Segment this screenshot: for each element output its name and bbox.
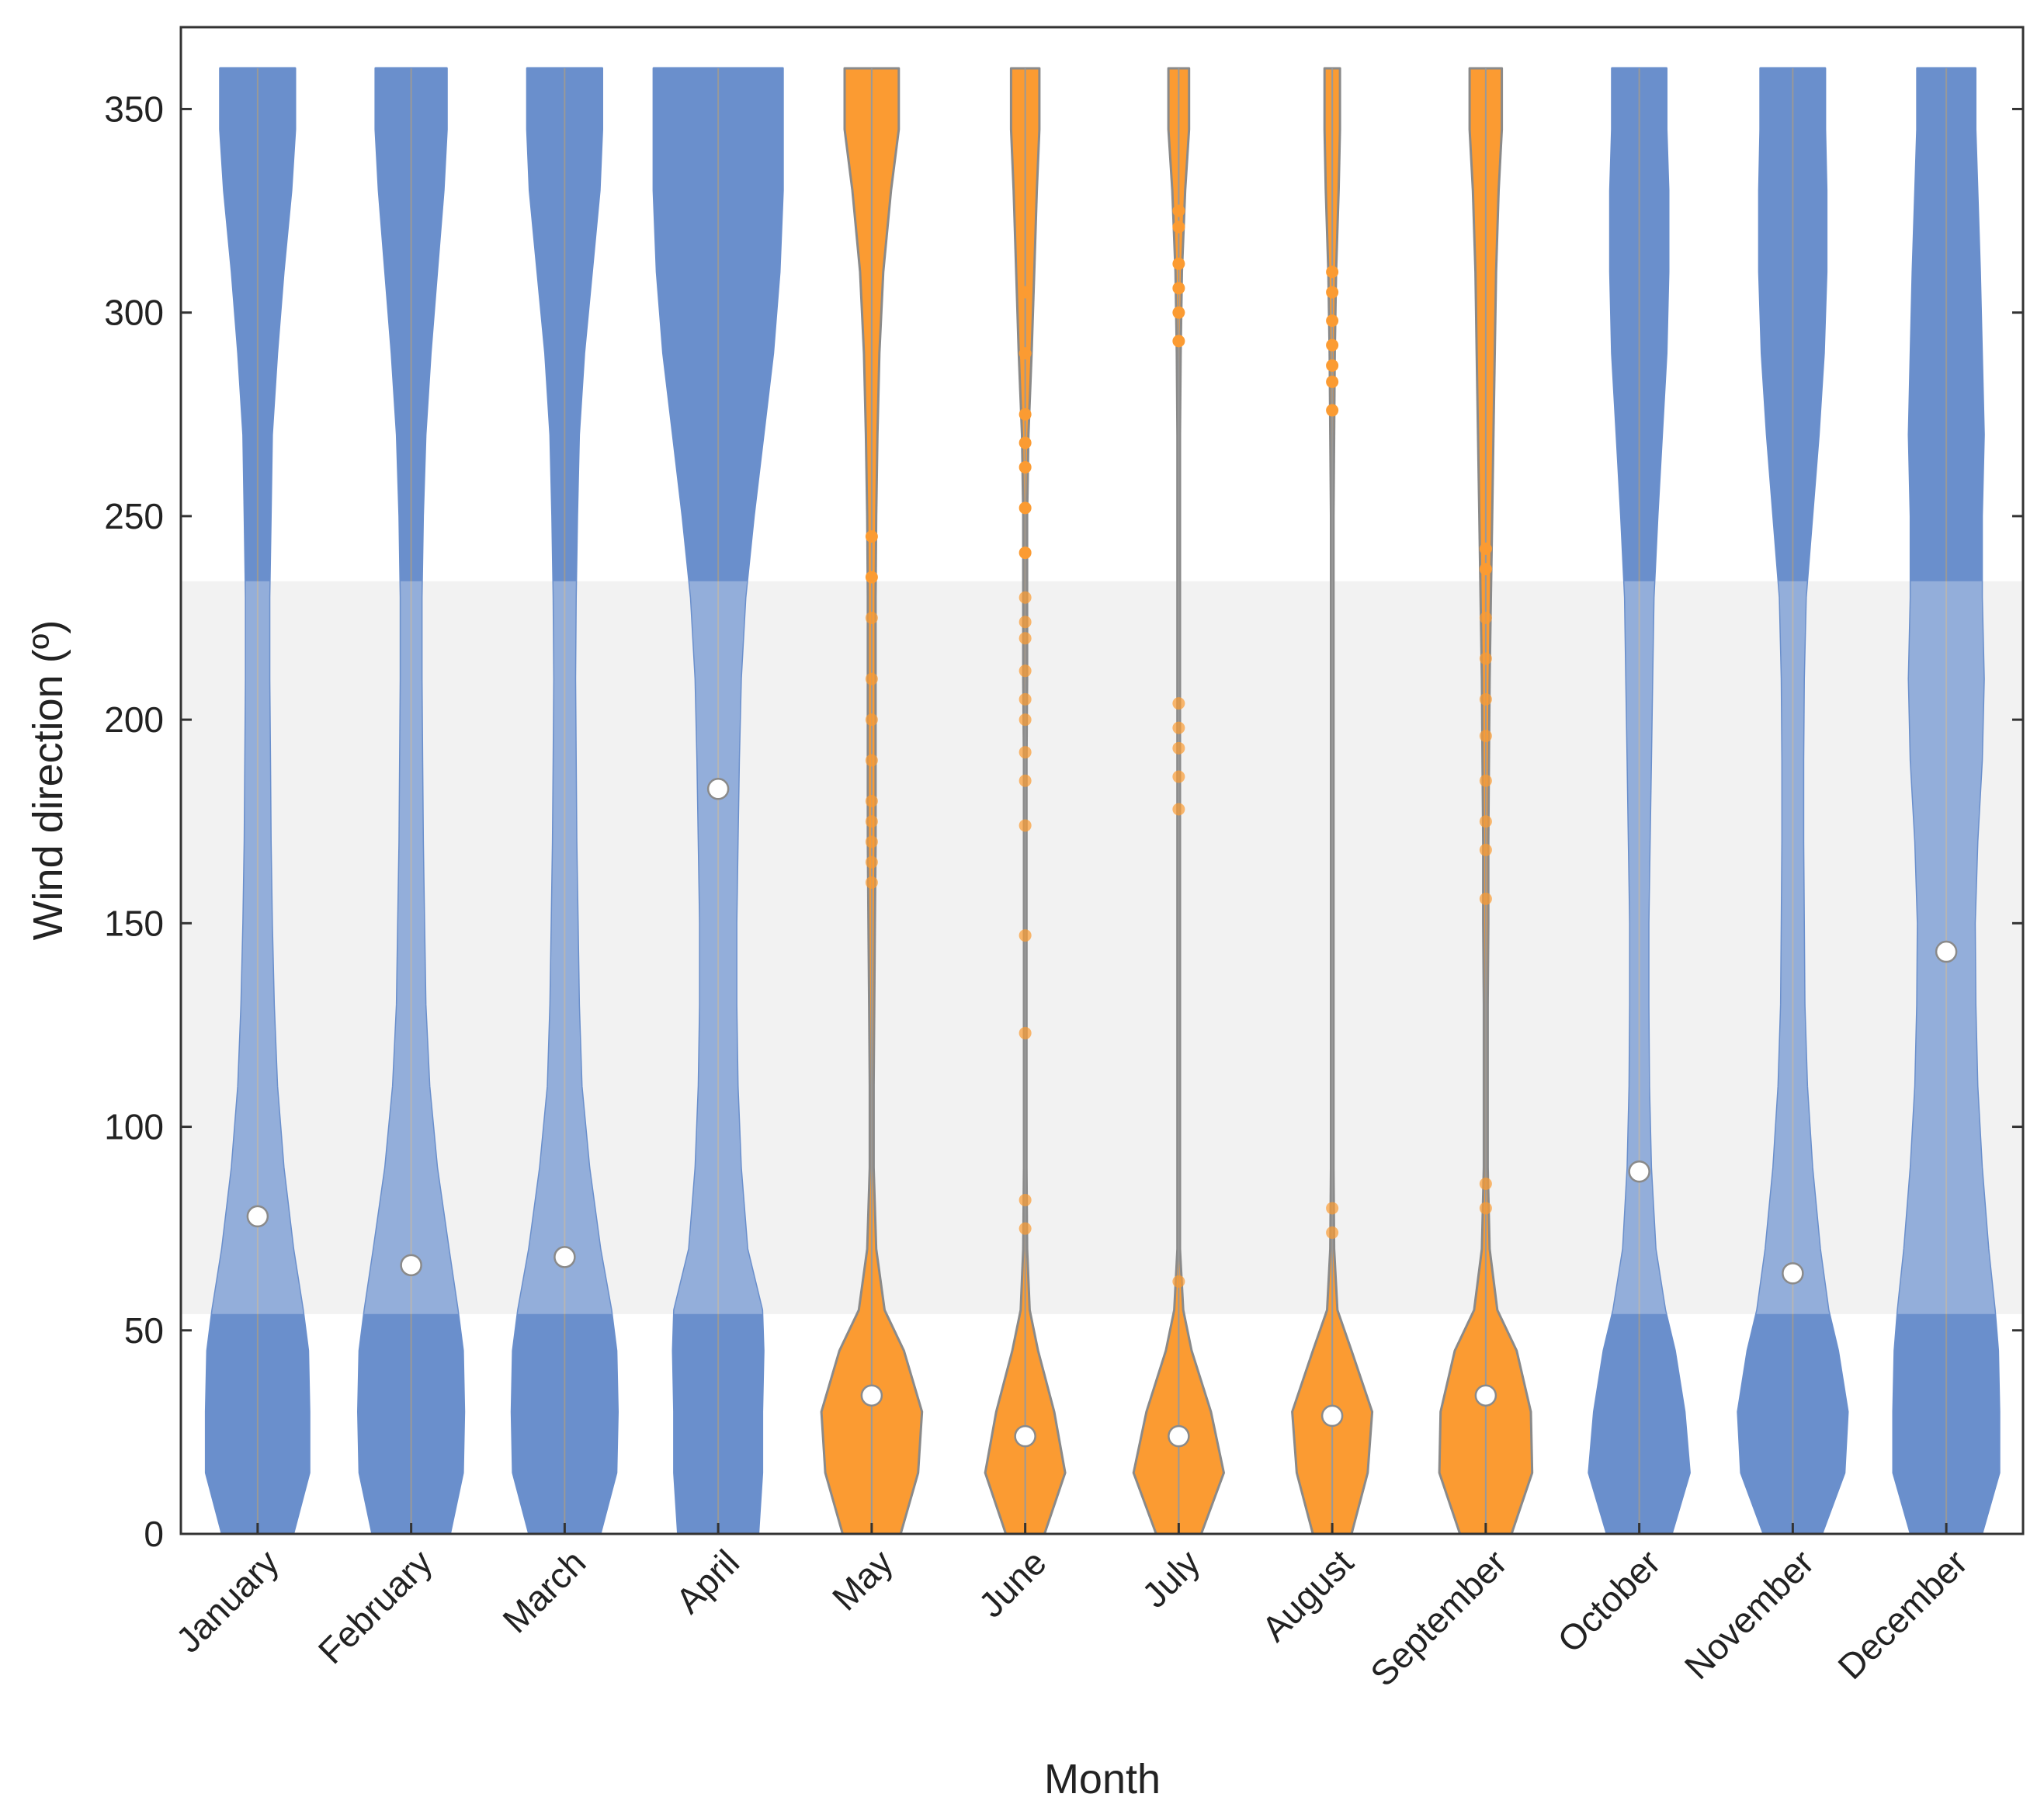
outlier-may-1 [865, 855, 878, 869]
outlier-june-12 [1019, 591, 1032, 604]
outlier-june-8 [1019, 692, 1032, 706]
median-marker-april [706, 778, 730, 800]
y-tick-label-350: 350 [104, 88, 164, 129]
outlier-june-6 [1019, 746, 1032, 759]
violin-band-overlay-october [1612, 581, 1667, 1314]
outlier-september-2 [1479, 892, 1492, 905]
violin-band-overlay-january [212, 581, 304, 1314]
outlier-june-0 [1019, 1222, 1032, 1235]
outlier-july-9 [1172, 257, 1185, 270]
outlier-may-5 [865, 754, 878, 767]
outlier-august-7 [1326, 286, 1339, 299]
outlier-june-18 [1019, 347, 1032, 360]
outlier-august-3 [1326, 375, 1339, 388]
outlier-july-5 [1172, 697, 1185, 710]
outlier-september-9 [1479, 612, 1492, 624]
outlier-june-11 [1019, 616, 1032, 629]
outlier-june-9 [1019, 664, 1032, 678]
outlier-september-4 [1479, 815, 1492, 828]
outlier-may-9 [865, 571, 878, 584]
outlier-june-17 [1019, 408, 1032, 421]
violin-band-overlay-february [364, 581, 459, 1314]
y-tick-label-0: 0 [144, 1514, 164, 1554]
shaded-band [181, 581, 2023, 1314]
outlier-july-10 [1172, 220, 1185, 234]
outlier-september-0 [1479, 1202, 1492, 1215]
outlier-may-10 [865, 530, 878, 543]
outlier-june-14 [1019, 501, 1032, 515]
y-tick-label-150: 150 [104, 903, 164, 943]
median-marker-june [1014, 1424, 1036, 1448]
y-tick-label-50: 50 [124, 1310, 164, 1351]
outlier-july-3 [1172, 741, 1185, 755]
median-marker-february [400, 1254, 422, 1277]
outlier-september-1 [1479, 1177, 1492, 1190]
outlier-july-1 [1172, 803, 1185, 816]
outlier-august-2 [1326, 404, 1339, 417]
y-tick-label-200: 200 [104, 699, 164, 740]
outlier-july-11 [1172, 204, 1185, 217]
outlier-september-6 [1479, 730, 1492, 743]
outlier-august-1 [1326, 1202, 1339, 1215]
outlier-may-2 [865, 835, 878, 848]
outlier-july-7 [1172, 306, 1185, 319]
outlier-may-7 [865, 672, 878, 685]
outlier-may-8 [865, 612, 878, 624]
median-marker-july [1168, 1424, 1190, 1448]
y-tick-label-250: 250 [104, 496, 164, 536]
outlier-august-8 [1326, 265, 1339, 279]
outlier-june-15 [1019, 460, 1032, 474]
outlier-august-4 [1326, 359, 1339, 372]
median-marker-january [246, 1205, 269, 1228]
outlier-may-3 [865, 815, 878, 828]
outlier-june-4 [1019, 819, 1032, 832]
outlier-june-16 [1019, 436, 1032, 449]
y-tick-label-300: 300 [104, 293, 164, 333]
outlier-may-0 [865, 876, 878, 889]
median-marker-september [1474, 1384, 1497, 1407]
outlier-july-6 [1172, 335, 1185, 348]
outlier-september-11 [1479, 542, 1492, 555]
outlier-september-8 [1479, 652, 1492, 665]
outlier-may-4 [865, 795, 878, 807]
outlier-august-6 [1326, 314, 1339, 328]
outlier-june-3 [1019, 929, 1032, 942]
violin-band-overlay-march [517, 581, 612, 1314]
y-axis-title: Wind direction (º) [25, 620, 71, 941]
outlier-september-7 [1479, 692, 1492, 706]
outlier-june-5 [1019, 774, 1032, 787]
plot-frame [179, 26, 2025, 1535]
outlier-may-6 [865, 713, 878, 727]
median-marker-may [860, 1384, 883, 1407]
outlier-august-5 [1326, 338, 1339, 352]
outlier-july-0 [1172, 1275, 1185, 1288]
outlier-september-10 [1479, 563, 1492, 576]
outlier-july-4 [1172, 721, 1185, 734]
outlier-june-19 [1019, 286, 1032, 299]
violin-band-overlay-november [1756, 581, 1830, 1314]
outlier-june-10 [1019, 632, 1032, 645]
outlier-august-0 [1326, 1226, 1339, 1239]
outlier-june-2 [1019, 1026, 1032, 1039]
median-marker-march [554, 1246, 576, 1268]
median-marker-august [1320, 1404, 1344, 1428]
y-tick-label-100: 100 [104, 1107, 164, 1147]
outlier-september-5 [1479, 774, 1492, 787]
median-marker-october [1628, 1160, 1650, 1183]
outlier-june-13 [1019, 546, 1032, 560]
median-marker-november [1782, 1262, 1804, 1285]
outlier-june-7 [1019, 713, 1032, 727]
x-axis-title: Month [1044, 1756, 1161, 1802]
violin-band-overlay-april [674, 581, 762, 1314]
outlier-september-3 [1479, 843, 1492, 856]
outlier-june-1 [1019, 1193, 1032, 1206]
median-marker-december [1935, 940, 1958, 963]
outlier-july-8 [1172, 282, 1185, 295]
outlier-july-2 [1172, 770, 1185, 783]
